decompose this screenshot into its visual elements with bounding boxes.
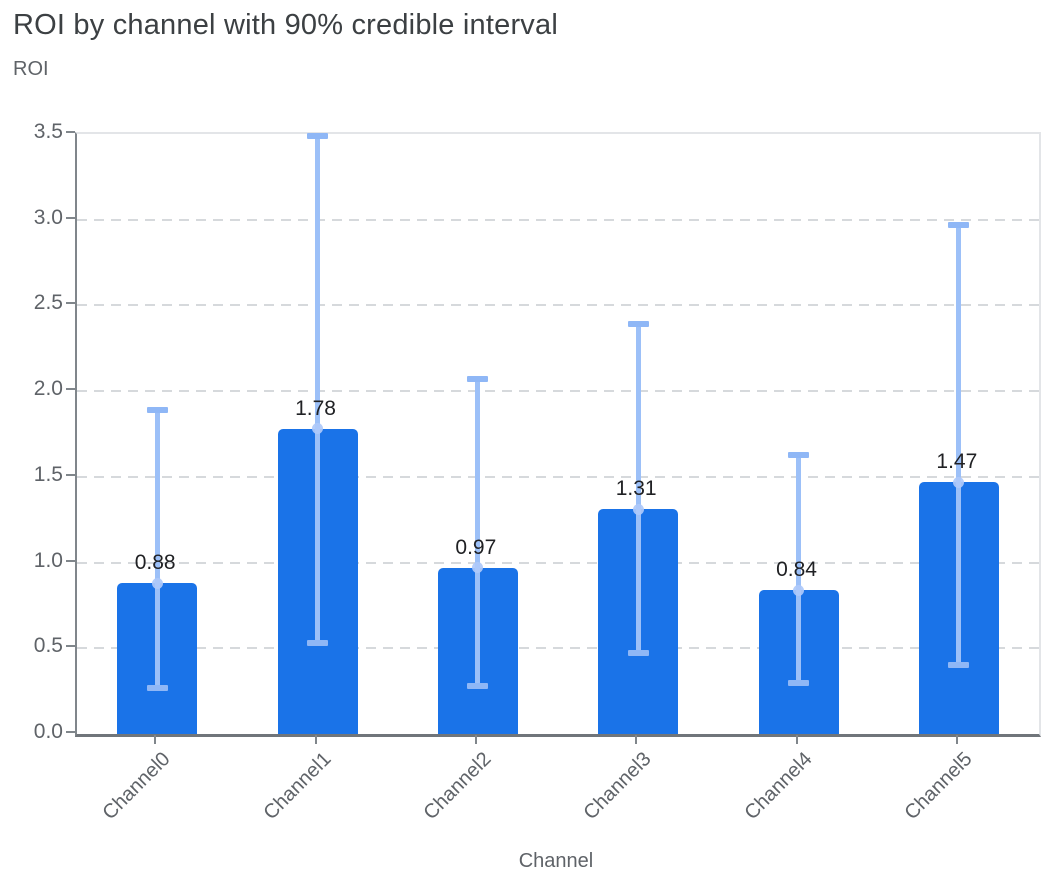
y-gridline bbox=[77, 475, 1039, 478]
bar-value-label: 1.78 bbox=[295, 396, 336, 420]
y-tick-label: 2.0 bbox=[33, 377, 63, 401]
y-tick-label: 3.0 bbox=[33, 205, 63, 229]
error-bar-channel3 bbox=[635, 324, 641, 654]
y-gridline bbox=[77, 647, 1039, 650]
point-marker bbox=[312, 423, 323, 435]
error-bar-channel1 bbox=[315, 135, 320, 644]
error-bar-channel4 bbox=[796, 454, 801, 683]
error-bar-channel0 bbox=[154, 410, 160, 688]
x-tick-mark bbox=[154, 735, 157, 744]
plot-area bbox=[75, 132, 1041, 737]
point-marker bbox=[632, 503, 644, 515]
x-tick-label-channel0: Channel0 bbox=[98, 748, 175, 825]
bar-value-label: 0.97 bbox=[455, 535, 497, 559]
error-cap-lower bbox=[788, 679, 809, 686]
error-cap-lower bbox=[627, 650, 649, 657]
point-marker bbox=[953, 476, 965, 488]
x-tick-mark bbox=[314, 735, 317, 744]
bar-value-label: 1.31 bbox=[615, 477, 657, 501]
x-tick-mark bbox=[474, 735, 477, 744]
point-marker bbox=[151, 577, 163, 589]
y-tick-label: 0.0 bbox=[33, 720, 63, 743]
y-gridline bbox=[77, 218, 1039, 221]
x-tick-label-channel1: Channel1 bbox=[258, 748, 336, 825]
y-axis-title: ROI bbox=[13, 58, 49, 80]
y-gridline bbox=[77, 390, 1039, 393]
y-gridline bbox=[77, 304, 1039, 307]
y-tick-label: 0.5 bbox=[33, 634, 63, 658]
y-gridline bbox=[77, 561, 1039, 564]
error-cap-upper bbox=[788, 451, 809, 458]
x-tick-label-channel4: Channel4 bbox=[739, 748, 817, 825]
y-tick-mark bbox=[66, 216, 75, 219]
error-bar-channel2 bbox=[475, 379, 481, 686]
y-tick-label: 3.5 bbox=[33, 120, 63, 143]
x-tick-label-channel5: Channel5 bbox=[900, 748, 977, 825]
x-tick-mark bbox=[795, 735, 798, 744]
y-tick-label: 1.0 bbox=[33, 548, 63, 572]
y-tick-mark bbox=[66, 302, 75, 305]
x-tick-label-channel3: Channel3 bbox=[579, 748, 656, 825]
y-tick-mark bbox=[66, 731, 75, 733]
error-cap-upper bbox=[467, 376, 489, 383]
error-cap-lower bbox=[948, 662, 970, 669]
y-tick-mark bbox=[66, 559, 75, 562]
error-cap-upper bbox=[307, 132, 328, 139]
bar-value-label: 1.47 bbox=[936, 450, 978, 473]
error-cap-lower bbox=[467, 683, 489, 689]
x-axis-title: Channel bbox=[518, 850, 594, 872]
error-cap-upper bbox=[146, 407, 168, 413]
error-cap-upper bbox=[948, 221, 970, 228]
x-tick-label-channel2: Channel2 bbox=[419, 748, 496, 825]
y-tick-mark bbox=[66, 388, 75, 391]
y-tick-label: 2.5 bbox=[33, 291, 63, 315]
y-tick-mark bbox=[66, 473, 75, 476]
error-cap-lower bbox=[307, 640, 328, 647]
y-tick-mark bbox=[66, 645, 75, 648]
error-bar-channel5 bbox=[956, 224, 962, 666]
y-tick-mark bbox=[66, 131, 75, 133]
y-tick-label: 1.5 bbox=[33, 462, 63, 486]
x-tick-mark bbox=[955, 735, 958, 744]
x-tick-mark bbox=[635, 735, 638, 744]
bar-value-label: 0.84 bbox=[776, 558, 817, 581]
chart-title: ROI by channel with 90% credible interva… bbox=[13, 9, 558, 41]
error-cap-lower bbox=[146, 684, 168, 691]
point-marker bbox=[472, 562, 484, 574]
bar-value-label: 0.88 bbox=[134, 551, 176, 575]
error-cap-upper bbox=[627, 321, 649, 328]
point-marker bbox=[793, 584, 804, 596]
